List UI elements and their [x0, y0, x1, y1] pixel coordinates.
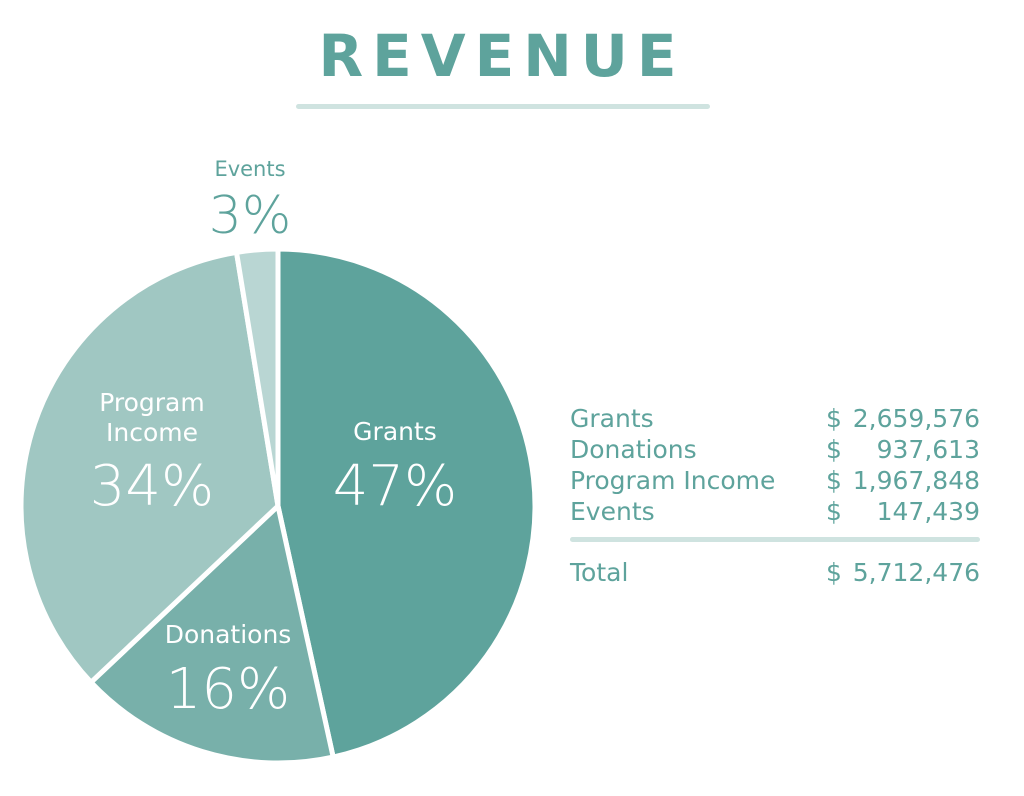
- pie-slice-events: [234, 246, 281, 509]
- row-amount: $147,439: [826, 497, 980, 526]
- table-row: Program Income $1,967,848: [570, 465, 980, 496]
- slice-name-label: Events: [214, 157, 285, 181]
- slice-name-label: Program: [99, 388, 204, 417]
- slice-percent-label: 16%: [166, 657, 290, 722]
- total-label: Total: [570, 558, 629, 587]
- revenue-table: Grants $2,659,576 Donations $937,613 Pro…: [570, 403, 980, 527]
- title-underline: [296, 104, 710, 109]
- row-amount: $1,967,848: [826, 466, 980, 495]
- pie-slice-donations: [88, 503, 336, 766]
- slice-name-label: Donations: [165, 620, 292, 649]
- slice-percent-label: 34%: [90, 454, 214, 519]
- slice-percent-label: 3%: [209, 186, 292, 246]
- row-amount: $937,613: [826, 435, 980, 464]
- chart-title: REVENUE: [318, 22, 686, 90]
- total-divider: [570, 537, 980, 542]
- table-row: Events $147,439: [570, 496, 980, 527]
- row-label: Grants: [570, 404, 654, 433]
- total-amount: $5,712,476: [826, 558, 980, 587]
- table-row: Grants $2,659,576: [570, 403, 980, 434]
- pie-slice-grants: [275, 246, 538, 760]
- row-amount: $2,659,576: [826, 404, 980, 433]
- table-row: Donations $937,613: [570, 434, 980, 465]
- row-label: Events: [570, 497, 655, 526]
- pie-slice-program-income: [18, 249, 281, 685]
- total-row: Total $5,712,476: [570, 557, 980, 588]
- row-label: Donations: [570, 435, 697, 464]
- slice-name-label: Income: [106, 418, 198, 447]
- slice-name-label: Grants: [353, 417, 437, 446]
- slice-percent-label: 47%: [333, 454, 457, 519]
- row-label: Program Income: [570, 466, 776, 495]
